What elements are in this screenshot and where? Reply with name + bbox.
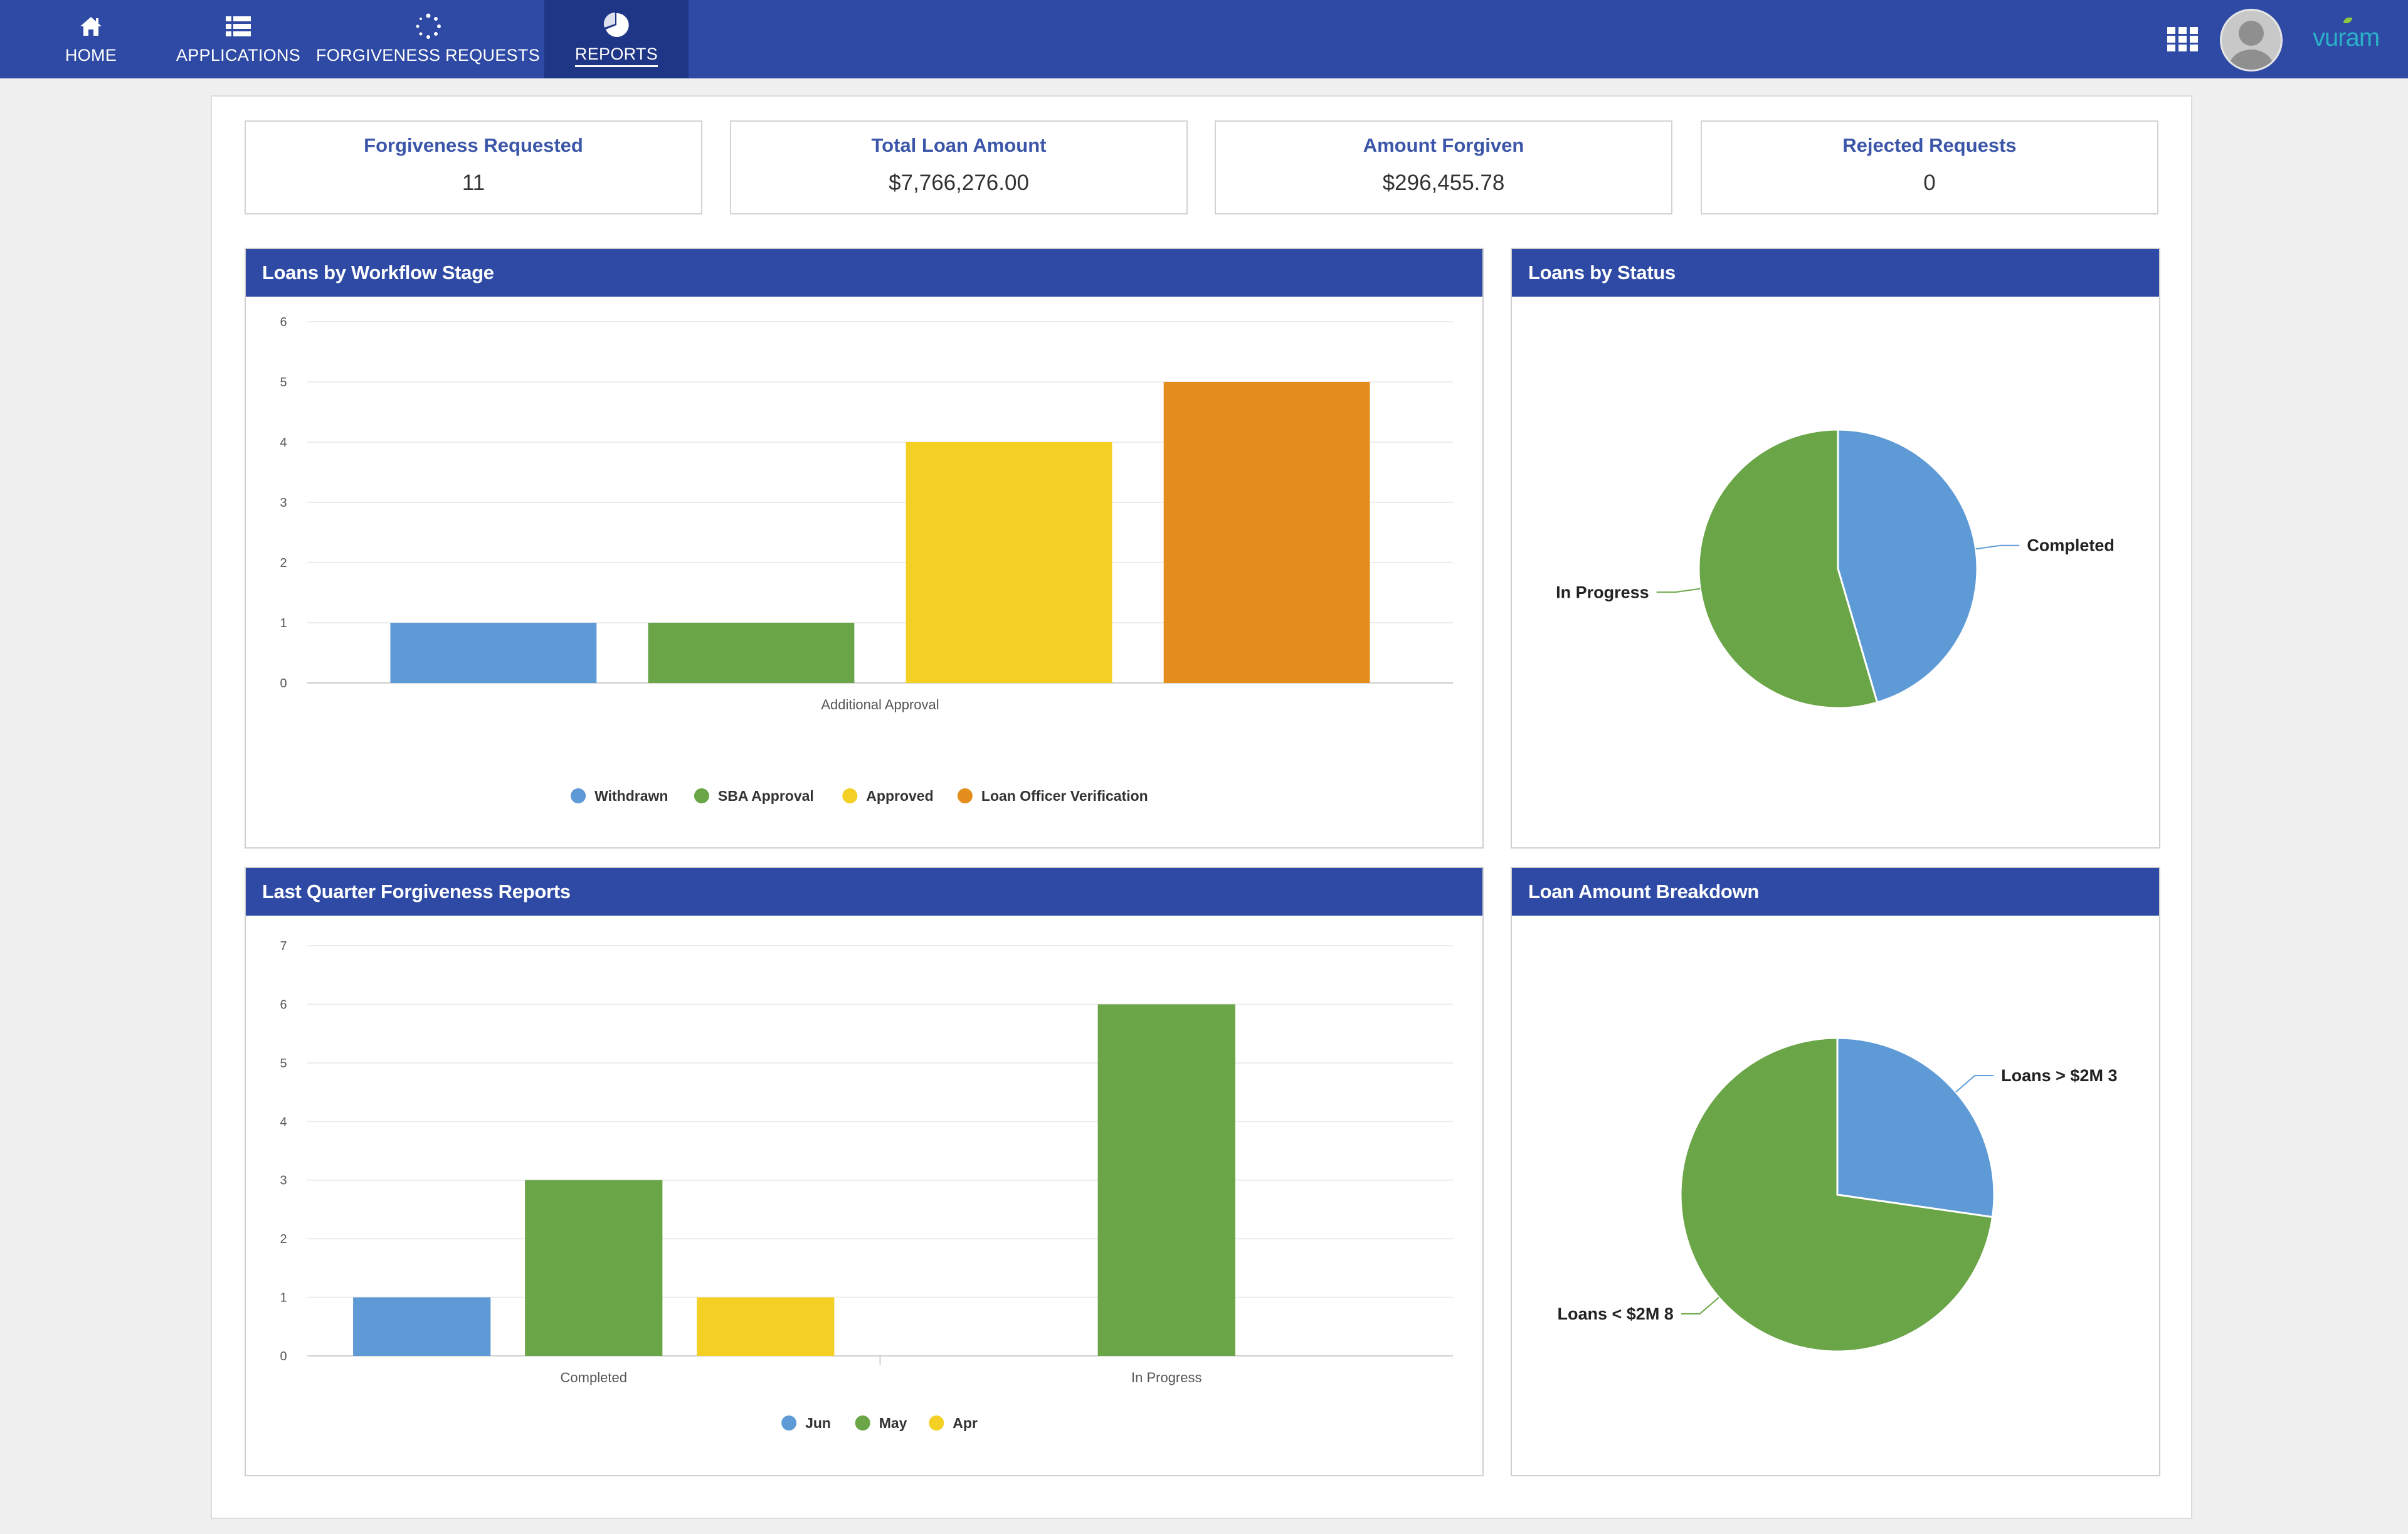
pie-leader-line (1955, 1075, 1994, 1093)
legend-marker (957, 788, 973, 803)
x-category-label: Completed (561, 1370, 627, 1385)
y-tick-label: 5 (280, 1057, 287, 1071)
kpi-total-loan-amount: Total Loan Amount $7,766,276.00 (730, 120, 1188, 214)
panel-title: Loan Amount Breakdown (1512, 868, 2159, 916)
nav-reports[interactable]: REPORTS (544, 0, 689, 78)
legend-marker (781, 1415, 797, 1431)
vuram-logo: vuram (2313, 24, 2380, 51)
legend-marker (571, 788, 586, 803)
kpi-title: Amount Forgiven (1363, 134, 1524, 156)
spinner-icon (415, 13, 441, 40)
legend-label: May (879, 1415, 907, 1431)
y-tick-label: 4 (280, 436, 287, 450)
list-icon (225, 13, 251, 40)
legend-marker (855, 1415, 870, 1431)
nav-home[interactable]: HOME (50, 0, 132, 78)
bar-loan-officer-verification (1163, 382, 1370, 683)
y-tick-label: 7 (280, 939, 287, 953)
y-tick-label: 0 (280, 677, 287, 690)
panel-loans-by-status: Loans by Status Completed In Progress (1511, 248, 2160, 849)
kpi-forgiveness-requested: Forgiveness Requested 11 (245, 120, 702, 214)
x-category-label: In Progress (1131, 1370, 1202, 1385)
panel-title: Loans by Status (1512, 249, 2159, 297)
pie-slice-label: Loans > $2M 3 (2001, 1066, 2117, 1085)
y-tick-label: 1 (280, 616, 287, 630)
nav-applications[interactable]: APPLICATIONS (169, 0, 307, 78)
nav-label-home: HOME (65, 46, 117, 65)
y-tick-label: 6 (280, 315, 287, 329)
kpi-value: 0 (1923, 171, 1936, 195)
kpi-title: Forgiveness Requested (364, 134, 583, 156)
pie-slice-label: In Progress (1556, 583, 1649, 601)
panel-loan-amount-breakdown: Loan Amount Breakdown Loans > $2M 3 Loans… (1511, 867, 2160, 1476)
legend-marker (929, 1415, 944, 1431)
legend-marker (694, 788, 709, 803)
panel-title: Loans by Workflow Stage (246, 249, 1482, 297)
pie-slice (1837, 428, 1978, 704)
pie-leader-line (1975, 544, 2020, 550)
y-tick-label: 0 (280, 1350, 287, 1363)
y-tick-label: 1 (280, 1291, 287, 1305)
panel-last-quarter-forgiveness-reports: Last Quarter Forgiveness Reports 0 1 2 3 4 5 6… (245, 867, 1484, 1476)
pie-slice (1679, 1037, 1994, 1353)
legend-label: Jun (805, 1415, 831, 1431)
legend-marker (842, 788, 858, 803)
kpi-title: Rejected Requests (1842, 134, 2017, 156)
kpi-title: Total Loan Amount (871, 134, 1047, 156)
kpi-rejected-requests: Rejected Requests 0 (1701, 120, 2158, 214)
pie-leader-line (1656, 588, 1701, 593)
legend-label: Apr (953, 1415, 978, 1431)
y-tick-label: 4 (280, 1115, 287, 1129)
y-tick-label: 5 (280, 376, 287, 389)
kpi-value: 11 (462, 171, 485, 195)
y-tick-label: 2 (280, 1232, 287, 1246)
nav-label-applications: APPLICATIONS (176, 46, 301, 65)
panel-loans-by-workflow-stage: Loans by Workflow Stage 0 1 2 3 4 5 6 Additiona… (245, 248, 1484, 849)
user-avatar[interactable] (2220, 9, 2283, 71)
legend-label: Loan Officer Verification (981, 788, 1148, 804)
legend-label: Approved (866, 788, 933, 804)
panel-title: Last Quarter Forgiveness Reports (246, 868, 1482, 916)
pie-leader-line (1681, 1296, 1719, 1314)
bar-may (525, 1180, 663, 1356)
x-category-label: Additional Approval (821, 697, 939, 712)
bar-apr (697, 1297, 835, 1356)
bar-jun (353, 1297, 491, 1356)
breakdown-pie-chart: Loans > $2M 3 Loans < $2M 8 (1558, 1037, 2117, 1353)
status-pie-chart: Completed In Progress (1556, 428, 2115, 709)
pie-slice (1836, 1037, 1995, 1219)
bar-sba-approval (648, 623, 855, 683)
nav-label-forgiveness-requests: FORGIVENESS REQUESTS (315, 46, 541, 65)
home-icon (79, 13, 103, 40)
y-tick-label: 6 (280, 998, 287, 1012)
pie-chart-icon (603, 12, 630, 38)
bar-withdrawn (390, 623, 597, 683)
kpi-value: $7,766,276.00 (889, 171, 1029, 195)
top-navigation-bar: HOME APPLICATIONS FORGIVENESS REQUESTS R… (0, 0, 2408, 78)
kpi-value: $296,455.78 (1382, 171, 1505, 195)
kpi-amount-forgiven: Amount Forgiven $296,455.78 (1215, 120, 1672, 214)
legend-label: SBA Approval (718, 788, 814, 804)
bar-may (1097, 1004, 1235, 1356)
legend-label: Withdrawn (594, 788, 668, 804)
y-tick-label: 3 (280, 496, 287, 510)
pie-slice-label: Loans < $2M 8 (1558, 1304, 1674, 1323)
quarter-bar-chart: 0 1 2 3 4 5 6 7 Completed In Progress Jun May Apr (280, 939, 1453, 1431)
bar-approved (906, 442, 1112, 683)
nav-label-reports: REPORTS (574, 45, 658, 67)
y-tick-label: 3 (280, 1174, 287, 1188)
y-tick-label: 2 (280, 556, 287, 570)
app-grid-icon[interactable] (2167, 27, 2199, 52)
workflow-bar-chart: 0 1 2 3 4 5 6 Additional Approval Withdrawn SBA A… (280, 315, 1453, 804)
logo-leaf-mark (2343, 18, 2352, 23)
nav-forgiveness-requests[interactable]: FORGIVENESS REQUESTS (316, 0, 540, 78)
user-silhouette-icon (2229, 21, 2274, 70)
pie-slice-label: Completed (2027, 536, 2115, 555)
